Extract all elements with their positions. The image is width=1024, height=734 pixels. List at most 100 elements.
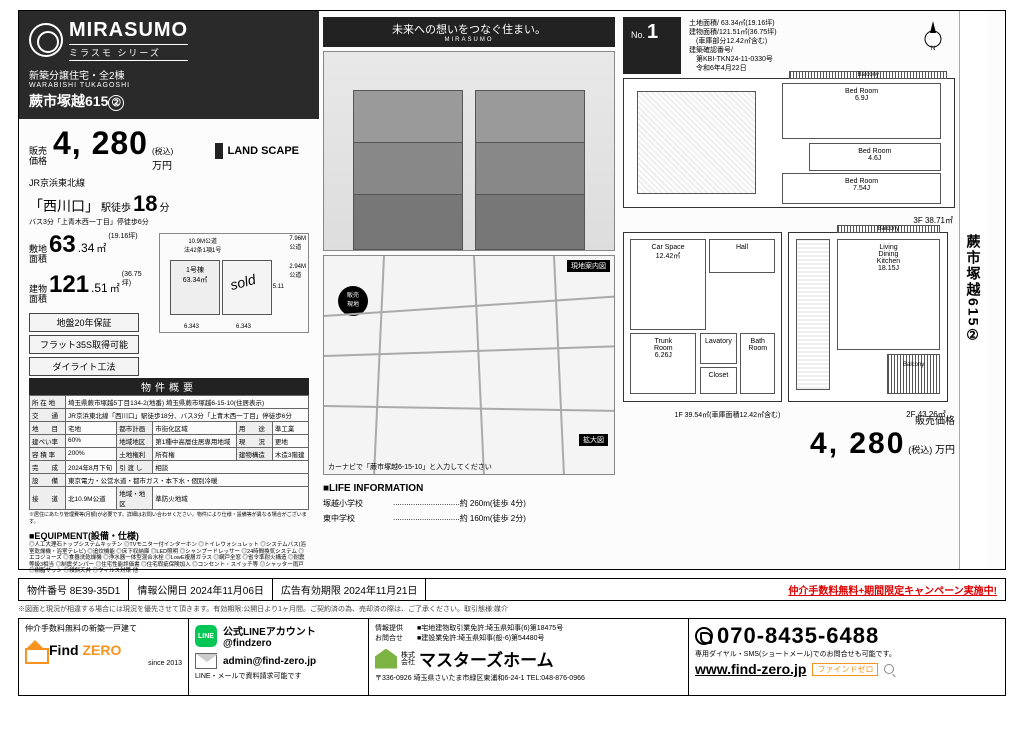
- floorplan-3f: Balcony Bed Room 6.9J Bed Room 4.6J Bed …: [623, 78, 955, 214]
- footer-c3-l1: 情報提供: [375, 623, 411, 633]
- search-icon: [884, 664, 894, 674]
- road-top: 10.9M公道 法42条1項1号: [184, 236, 221, 254]
- room-ldk: Living Dining Kitchen 18.15J: [837, 239, 941, 350]
- info-exp: 広告有効期限 2024年11月21日: [273, 579, 427, 600]
- info-campaign: 仲介手数料無料+期間限定キャンペーン実施中!: [426, 579, 1005, 600]
- life-dist-1: 約 260m(徒歩 4分): [460, 498, 526, 509]
- house-icon: [25, 640, 45, 660]
- phone-icon: [695, 627, 713, 645]
- area-1f: 1F 39.54㎡(車庫面積12.42㎡含む): [675, 410, 781, 420]
- room-trunk: Trunk Room 6.26J: [630, 333, 696, 393]
- land-area: 敷地 面積 63.34㎡ (19.16坪): [29, 231, 139, 265]
- table-row: 接 道北10.9M公道地域・地区準防火地域: [30, 486, 309, 509]
- company-name: マスターズホーム: [419, 646, 554, 671]
- lot1: 1号棟 63.34㎡: [170, 260, 220, 315]
- phone-note: 専用ダイヤル・SMS(ショートメール)でのお問合せも可能です。: [695, 649, 999, 659]
- findzero-text: Find ZERO: [49, 642, 121, 658]
- map-lines-icon: [324, 256, 614, 474]
- footer-c3-l2: お問合せ: [375, 633, 411, 643]
- station-main: 「西川口」 駅徒歩 18 分: [29, 190, 309, 219]
- building-area-int: 121: [49, 271, 89, 299]
- disclaimer: ※図面と現況が相違する場合には現況を優先させて頂きます。有効期限:公開日より1ヶ…: [18, 604, 1006, 614]
- life-title: ■LIFE INFORMATION: [323, 483, 615, 494]
- station-bus: バス3分「上青木西一丁目」停徒歩6分: [29, 218, 309, 227]
- room-bath: Bath Room: [740, 333, 775, 393]
- chip-jiban: 地盤20年保証: [29, 313, 139, 332]
- masters-logo-icon: [375, 649, 397, 669]
- life-name-1: 塚越小学校: [323, 498, 393, 509]
- floorplan-1f: Car Space 12.42㎡ Hall Trunk Room 6.26J L…: [623, 232, 782, 408]
- price-tax: (税込)万円: [152, 146, 173, 172]
- area-2f: 2F 43.26㎡: [906, 409, 946, 420]
- room-lavatory: Lavatory: [700, 333, 738, 363]
- brand-address: 蕨市塚越615②: [29, 91, 309, 111]
- building-tsubo: (36.75坪): [122, 271, 142, 288]
- findzero-logo: Find ZERO: [25, 640, 182, 660]
- footer-email: admin@find-zero.jp: [223, 656, 316, 667]
- landscape-title: LAND SCAPE: [215, 143, 303, 159]
- life-name-2: 東中学校: [323, 513, 393, 524]
- life-row-2: 東中学校..............................約 160m…: [323, 513, 615, 524]
- price2-value: 4, 280: [810, 427, 905, 460]
- table-row: 所 在 地埼玉県蕨市塚越5丁目134-2(地番) 埼玉県蕨市塚越6-15-10(…: [30, 395, 309, 408]
- equip-text: ◎人工大理石トップシステムキッチン ◎TVモニター付インターホン ◎トイレウォシ…: [29, 542, 309, 575]
- siteplan: 10.9M公道 法42条1項1号 7.96M 公道 2.94M 公道 1号棟 6…: [159, 233, 309, 333]
- land-area-dec: .34: [78, 241, 95, 255]
- table-row: 容 積 率200%土地権利所有権建物構造木造3階建: [30, 447, 309, 460]
- chip-dailite: ダイライト工法: [29, 357, 139, 376]
- balcony-3f: Balcony: [789, 71, 947, 79]
- building-area-label: 建物 面積: [29, 285, 47, 305]
- spec-table: 所 在 地埼玉県蕨市塚越5丁目134-2(地番) 埼玉県蕨市塚越6-15-10(…: [29, 395, 309, 510]
- price-row: 販売 価格 4, 280 (税込)万円 LAND SCAPE: [19, 119, 319, 174]
- tagline-main: 未来への想いをつなぐ住まい。: [327, 21, 611, 37]
- dim-b1: 6.343: [184, 324, 199, 330]
- table-row: 設 備東京電力・公営水道・都市ガス・本下水・個別冷暖: [30, 473, 309, 486]
- dim-h: 5.11: [273, 284, 284, 290]
- tagline: 未来への想いをつなぐ住まい。 MIRASUMO: [323, 17, 615, 47]
- col-left: MIRASUMO ミラスモ シリーズ 新築分譲住宅・全2棟 WARABISHI …: [19, 11, 319, 569]
- chip-flat35: フラット35S取得可能: [29, 335, 139, 354]
- room-closet: Closet: [700, 367, 738, 394]
- room-hall: Hall: [709, 239, 775, 273]
- life-dist-2: 約 160m(徒歩 2分): [460, 513, 526, 524]
- footer-col-1: 仲介手数料無料の新築一戸建て Find ZERO since 2013: [19, 619, 189, 695]
- building-area-dec: .51: [91, 281, 108, 295]
- land-tsubo: (19.16坪): [108, 231, 137, 241]
- building-render: [323, 51, 615, 251]
- dim-right: 2.94M 公道: [289, 264, 306, 279]
- line-title: 公式LINEアカウント: [223, 623, 316, 638]
- stair-3f: [637, 91, 756, 193]
- room-br2: Bed Room 4.6J: [809, 143, 941, 171]
- dim-b2: 6.343: [236, 324, 251, 330]
- stair-2f: [796, 239, 831, 390]
- footer-c2-note: LINE・メールで資料請求可能です: [195, 671, 362, 681]
- mail-icon: [195, 653, 217, 669]
- land-area-unit: ㎡: [96, 240, 106, 255]
- footer-lic1: ■宅地建物取引業免許:埼玉県知事(6)第18475号: [417, 623, 563, 633]
- side-title: 蕨市塚越615②: [959, 11, 987, 569]
- map: 現地案内図 販売 現地 拡大図 カーナビで「蕨市塚越6-15-10」と入力してく…: [323, 255, 615, 475]
- company-prefix: 株式 会社: [401, 652, 415, 666]
- footer-col-4: 070-8435-6488 専用ダイヤル・SMS(ショートメール)でのお問合せも…: [689, 619, 1005, 695]
- brand-block: MIRASUMO ミラスモ シリーズ 新築分譲住宅・全2棟 WARABISHI …: [19, 11, 319, 119]
- flyer: MIRASUMO ミラスモ シリーズ 新築分譲住宅・全2棟 WARABISHI …: [18, 10, 1006, 570]
- footer-col-3: 情報提供 お問合せ ■宅地建物取引業免許:埼玉県知事(6)第18475号 ■建設…: [369, 619, 689, 695]
- areas: 敷地 面積 63.34㎡ (19.16坪) 建物 面積 121.51 ㎡ (36.…: [19, 227, 149, 309]
- table-row: 地 目宅地都市計画市街化区域用 途準工業: [30, 421, 309, 434]
- page: MIRASUMO ミラスモ シリーズ 新築分譲住宅・全2棟 WARABISHI …: [0, 10, 1024, 734]
- table-row: 完 成2024年8月下旬引 渡 し相談: [30, 460, 309, 473]
- footer-col-2: LINE 公式LINEアカウント @findzero admin@find-ze…: [189, 619, 369, 695]
- brand-roma: WARABISHI TUKAGOSHI: [29, 82, 309, 89]
- station-name: 「西川口」: [29, 197, 99, 215]
- road-right: 7.96M 公道: [289, 236, 306, 251]
- line-icon: LINE: [195, 625, 217, 647]
- footer-url: www.find-zero.jp: [695, 661, 806, 677]
- unit-no-label: No.: [631, 30, 645, 40]
- life-row-1: 塚越小学校..............................約 260…: [323, 498, 615, 509]
- room-br3: Bed Room 7.54J: [782, 173, 940, 204]
- land-area-int: 63: [49, 231, 76, 259]
- render-bldg-1: [353, 90, 463, 250]
- room-br1: Bed Room 6.9J: [782, 83, 940, 139]
- balcony-2f-2: Balcony: [887, 354, 941, 394]
- unit-specs: 土地面積/ 63.34㎡(19.16坪) 建物面積/121.51㎡(36.75坪…: [689, 19, 777, 74]
